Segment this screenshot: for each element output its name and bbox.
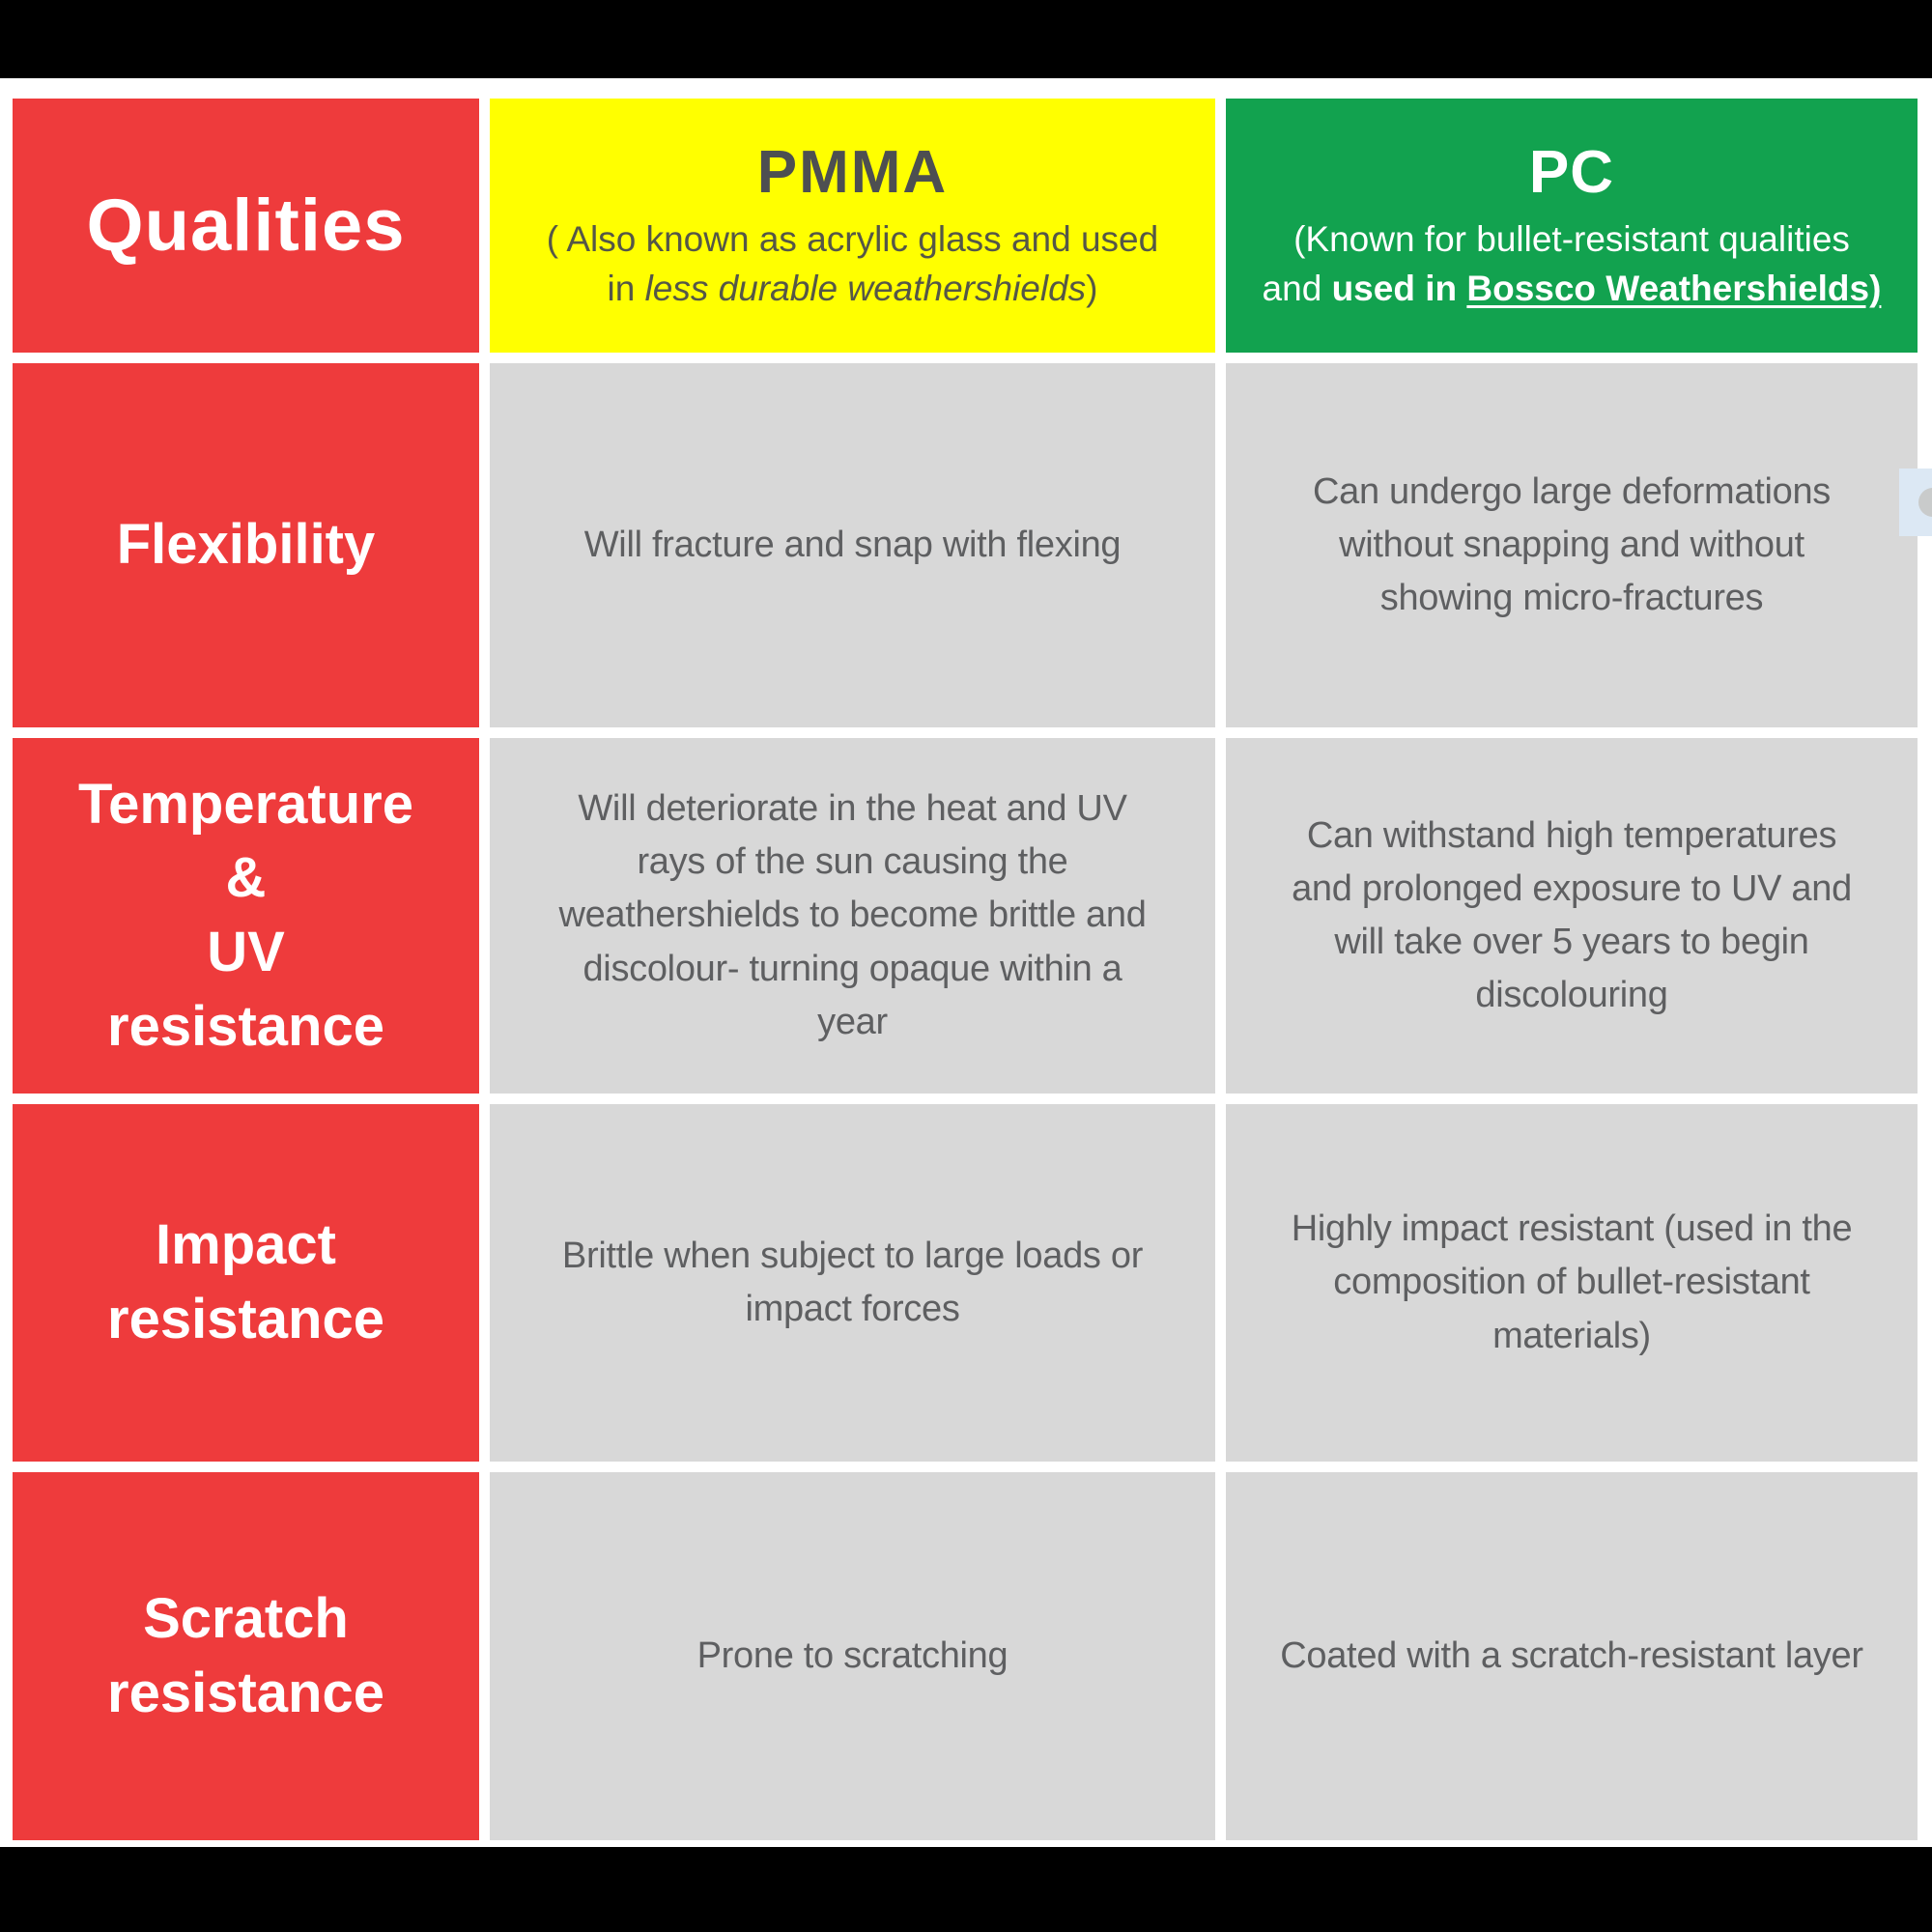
pc-subtitle-line1: (Known for bullet-resistant qualities	[1293, 218, 1850, 259]
pc-subtitle-line2-bold: used in	[1331, 269, 1467, 308]
pmma-column-subtitle: ( Also known as acrylic glass and used i…	[547, 214, 1158, 313]
scratch-resistance-pmma-cell: Prone to scratching	[490, 1472, 1215, 1840]
top-letterbox-bar	[0, 0, 1932, 78]
flexibility-pmma-cell: Will fracture and snap with flexing	[490, 363, 1215, 727]
header-pc-cell: PC (Known for bullet-resistant qualities…	[1226, 99, 1918, 353]
comparison-table: Qualities PMMA ( Also known as acrylic g…	[13, 99, 1918, 1840]
pmma-subtitle-close-paren: )	[1086, 269, 1098, 308]
pmma-subtitle-italic-phrase: less durable weathershields	[644, 269, 1087, 308]
pc-subtitle-line2-normal: and	[1262, 269, 1332, 308]
pmma-column-title: PMMA	[756, 138, 949, 206]
header-pmma-cell: PMMA ( Also known as acrylic glass and u…	[490, 99, 1215, 353]
row-label-impact-resistance: Impact resistance	[13, 1104, 479, 1462]
carousel-next-icon	[1918, 488, 1932, 517]
row-label-temperature-uv: Temperature & UV resistance	[13, 738, 479, 1094]
pc-column-subtitle: (Known for bullet-resistant qualities an…	[1263, 214, 1882, 313]
pc-subtitle-brand-link: Bossco Weathershields)	[1466, 269, 1882, 308]
pmma-subtitle-line1: ( Also known as acrylic glass and used	[546, 218, 1159, 259]
pmma-subtitle-line2-prefix: in	[607, 269, 645, 308]
pc-column-title: PC	[1528, 138, 1615, 206]
temperature-uv-pc-cell: Can withstand high temperatures and prol…	[1226, 738, 1918, 1094]
bottom-letterbox-bar	[0, 1847, 1932, 1932]
header-qualities-cell: Qualities	[13, 99, 479, 353]
flexibility-pc-cell: Can undergo large deformations without s…	[1226, 363, 1918, 727]
row-label-scratch-resistance: Scratch resistance	[13, 1472, 479, 1840]
carousel-next-button[interactable]	[1899, 469, 1932, 536]
qualities-header-label: Qualities	[86, 185, 406, 267]
impact-resistance-pc-cell: Highly impact resistant (used in the com…	[1226, 1104, 1918, 1462]
row-label-flexibility: Flexibility	[13, 363, 479, 727]
impact-resistance-pmma-cell: Brittle when subject to large loads or i…	[490, 1104, 1215, 1462]
scratch-resistance-pc-cell: Coated with a scratch-resistant layer	[1226, 1472, 1918, 1840]
temperature-uv-pmma-cell: Will deteriorate in the heat and UV rays…	[490, 738, 1215, 1094]
